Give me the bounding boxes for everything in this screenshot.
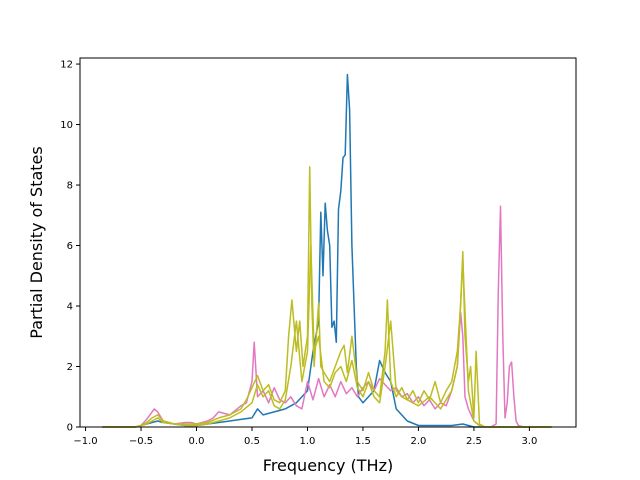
x-tick-label: 2.5 — [466, 436, 482, 447]
x-tick-label: 1.5 — [355, 436, 371, 447]
x-tick-label: 1.0 — [300, 436, 316, 447]
series-line-2 — [102, 205, 552, 428]
series-layer — [102, 73, 552, 428]
x-axis-label: Frequency (THz) — [263, 456, 393, 475]
y-tick-label: 6 — [67, 241, 73, 252]
series-line-4 — [102, 244, 552, 428]
x-axis-ticks: −1.0 −0.5 0.0 0.5 1.0 1.5 2.0 2.5 3.0 — [73, 427, 537, 447]
x-tick-label: 0.5 — [244, 436, 260, 447]
y-axis-label: Partial Density of States — [27, 146, 46, 338]
x-tick-label: −1.0 — [73, 436, 97, 447]
y-axis-ticks: 0 2 4 6 8 10 12 — [60, 60, 80, 434]
y-tick-label: 0 — [67, 423, 73, 434]
x-tick-label: 2.0 — [410, 436, 426, 447]
plot-frame — [79, 57, 577, 428]
x-tick-label: −0.5 — [129, 436, 153, 447]
y-tick-label: 8 — [67, 181, 73, 192]
x-tick-label: 0.0 — [189, 436, 205, 447]
x-tick-label: 3.0 — [521, 436, 537, 447]
y-tick-label: 10 — [60, 120, 73, 131]
y-tick-label: 2 — [67, 362, 73, 373]
y-tick-label: 12 — [60, 60, 73, 71]
series-line-1 — [102, 73, 552, 428]
series-line-3 — [102, 166, 552, 428]
y-tick-label: 4 — [67, 302, 73, 313]
